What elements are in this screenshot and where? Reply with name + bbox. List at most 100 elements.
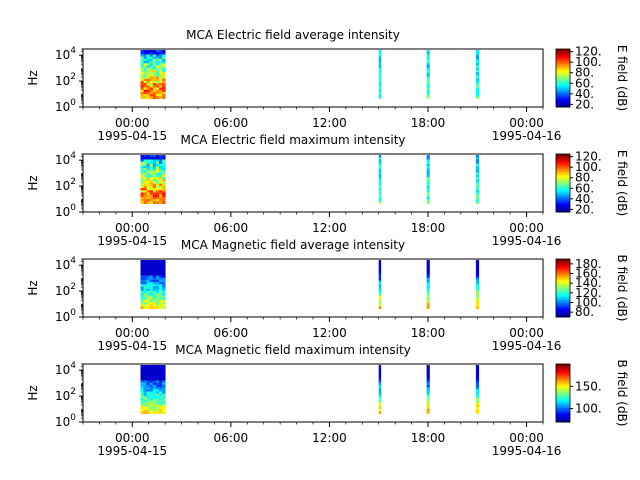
heat-cell <box>426 54 430 58</box>
heat-cell <box>158 262 163 265</box>
heat-cell <box>426 87 430 91</box>
colorbar-cell <box>556 156 570 159</box>
heat-cell <box>426 190 430 193</box>
heat-cell <box>146 404 151 408</box>
heat-cell <box>475 161 480 165</box>
heat-cell <box>140 384 144 388</box>
colorbar-cell <box>556 266 570 269</box>
heat-cell <box>162 185 166 189</box>
x-date-label: 1995-04-15 <box>97 234 167 248</box>
heat-cell <box>426 395 430 399</box>
heat-cell <box>149 181 154 185</box>
heat-cell <box>143 199 148 202</box>
data-segment <box>426 260 430 309</box>
colorbar-cell <box>556 368 570 371</box>
heat-cell <box>158 400 163 403</box>
colorbar-label: B field (dB) <box>615 255 629 322</box>
heat-cell <box>378 87 382 91</box>
heat-cell <box>149 279 154 283</box>
heat-cell <box>158 286 163 290</box>
heat-cell <box>146 411 151 414</box>
colorbar-cell <box>556 53 570 56</box>
heat-cell <box>152 80 157 84</box>
colorbar-cell <box>556 95 570 98</box>
heat-cell <box>158 54 163 58</box>
heat-cell <box>162 199 166 202</box>
heat-cell <box>155 288 160 292</box>
y-tick-label: 100 <box>55 98 76 114</box>
heat-cell <box>140 199 144 202</box>
heat-cell <box>158 58 163 62</box>
heat-cell <box>475 409 480 412</box>
heat-cell <box>158 306 163 309</box>
heat-cell <box>158 387 163 390</box>
heat-cell <box>162 304 166 307</box>
heat-cell <box>152 273 157 276</box>
heat-cell <box>162 387 166 390</box>
colorbar-cell <box>556 301 570 303</box>
y-tick-label: 104 <box>55 151 76 167</box>
heat-cell <box>146 174 151 178</box>
heat-cell <box>146 393 151 397</box>
heat-cell <box>143 376 148 379</box>
heat-cell <box>152 400 157 403</box>
colorbar-cell <box>556 308 570 311</box>
heat-cell <box>378 155 382 158</box>
heat-cell <box>152 391 157 395</box>
heat-cell <box>162 389 166 392</box>
colorbar-cell <box>556 200 570 203</box>
heat-cell <box>146 50 151 53</box>
heat-cell <box>152 183 157 187</box>
heat-cell <box>140 264 144 268</box>
heat-cell <box>162 163 166 167</box>
heat-cell <box>140 159 144 163</box>
heat-cell <box>162 159 166 163</box>
heat-cell <box>155 194 160 198</box>
heat-cell <box>140 161 144 165</box>
heat-cell <box>143 282 148 285</box>
heat-cell <box>475 282 480 285</box>
heat-cell <box>158 181 163 185</box>
heat-cell <box>143 387 148 390</box>
heat-cell <box>158 271 163 274</box>
heat-cell <box>475 87 480 91</box>
colorbar-cell <box>556 57 570 60</box>
colorbar-cell <box>556 309 570 312</box>
heat-cell <box>426 188 430 191</box>
heat-cell <box>426 80 430 84</box>
heat-cell <box>426 273 430 276</box>
heat-cell <box>155 306 160 309</box>
heat-cell <box>140 89 144 93</box>
heat-cell <box>155 172 160 176</box>
heat-cell <box>140 409 144 412</box>
colorbar-cell <box>556 417 570 420</box>
heat-cell <box>146 183 151 187</box>
heat-cell <box>426 290 430 294</box>
heat-cell <box>140 54 144 58</box>
heat-cell <box>146 89 151 93</box>
heat-cell <box>475 170 480 174</box>
heat-cell <box>152 163 157 167</box>
heat-cell <box>143 56 148 60</box>
heat-cell <box>378 172 382 176</box>
heat-cell <box>162 166 166 169</box>
colorbar-cell <box>556 184 570 187</box>
heat-cell <box>143 181 148 185</box>
x-tick-label: 06:00 <box>214 221 249 235</box>
heat-cell <box>143 400 148 403</box>
heat-cell <box>162 72 166 75</box>
heat-cell <box>152 290 157 294</box>
colorbar-tick-label: 100. <box>575 55 602 69</box>
heat-cell <box>475 56 480 60</box>
heat-cell <box>149 85 154 88</box>
heat-cell <box>426 89 430 93</box>
heat-cell <box>475 297 480 301</box>
colorbar-cell <box>556 372 570 375</box>
colorbar-cell <box>556 416 570 419</box>
heat-cell <box>146 409 151 412</box>
heat-cell <box>378 161 382 165</box>
heat-cell <box>475 395 480 399</box>
heat-cell <box>143 174 148 178</box>
heat-cell <box>475 260 480 263</box>
colorbar-cell <box>556 413 570 416</box>
